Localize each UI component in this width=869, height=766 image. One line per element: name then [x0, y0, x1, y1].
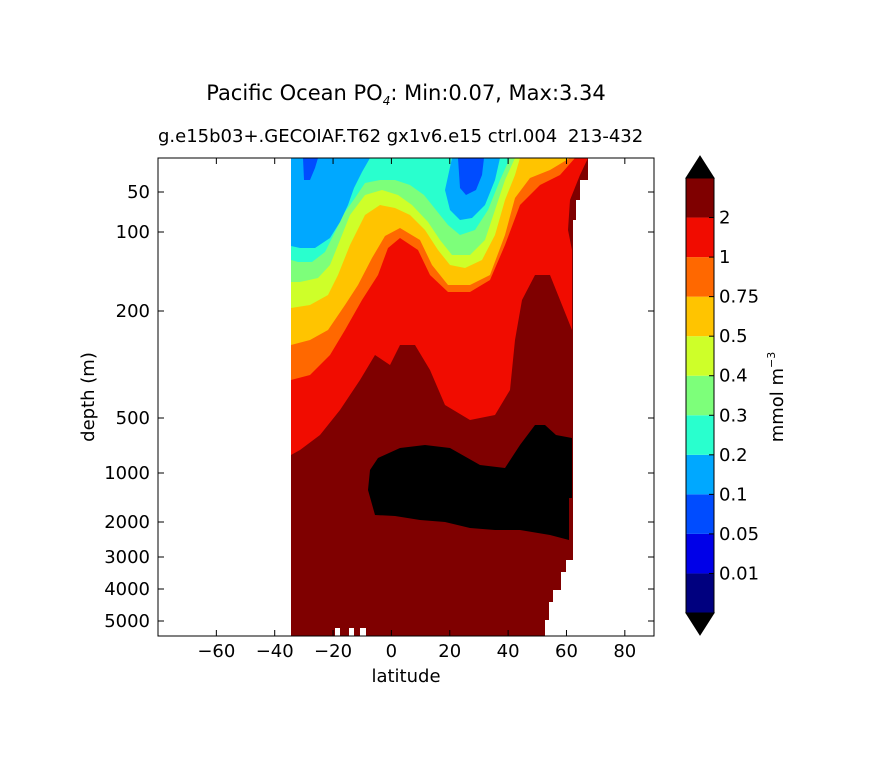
colorbar-label: mmol m−3 — [765, 352, 788, 443]
colorbar-swatch — [686, 336, 714, 376]
colorbar-swatch — [686, 178, 714, 218]
colorbar-swatch — [686, 573, 714, 613]
plot-frame — [157, 157, 655, 637]
colorbar-tick-label: 2 — [719, 208, 730, 229]
colorbar-swatch — [686, 217, 714, 258]
y-tick-label: 200 — [116, 301, 150, 322]
chart-title-rest: : Min:0.07, Max:3.34 — [390, 81, 605, 105]
colorbar-swatch — [686, 454, 714, 495]
colorbar-tick-label: 1 — [719, 247, 730, 268]
contour-fill-level-0.1-south — [291, 158, 370, 248]
seafloor-gap — [335, 628, 340, 636]
colorbar-label-sup: −3 — [765, 352, 778, 368]
x-tick-label: −20 — [314, 641, 352, 662]
y-tick-label: 100 — [116, 222, 150, 243]
colorbar-swatch — [686, 533, 714, 574]
y-axis: 50 100 200 500 1000 2000 3000 4000 5000 — [104, 182, 654, 632]
contour-fill-level-0.05-north — [458, 158, 484, 195]
y-tick-label: 50 — [127, 182, 150, 203]
colorbar-over-arrow — [685, 155, 715, 179]
plot-area: −60 −40 −20 0 20 40 60 80 50 100 200 500 1000 2000 30… — [104, 157, 655, 662]
x-tick-label: −60 — [197, 641, 235, 662]
colorbar-tick-label: 0.3 — [719, 405, 748, 426]
colorbar-tick-label: 0.01 — [719, 563, 759, 584]
x-axis: −60 −40 −20 0 20 40 60 80 — [197, 158, 636, 662]
colorbar-under-arrow — [685, 612, 715, 636]
colorbar-swatch — [686, 494, 714, 534]
x-tick-label: 60 — [555, 641, 578, 662]
colorbar-tick-label: 0.75 — [719, 287, 759, 308]
y-tick-label: 5000 — [104, 611, 150, 632]
contour-fill-level-0.05-south — [303, 158, 318, 180]
y-axis-label: depth (m) — [78, 352, 99, 442]
y-tick-label: 2000 — [104, 512, 150, 533]
x-tick-label: −40 — [256, 641, 294, 662]
x-tick-label: 80 — [613, 641, 636, 662]
y-tick-label: 4000 — [104, 579, 150, 600]
colorbar-swatch — [686, 415, 714, 455]
x-axis-label: latitude — [371, 666, 440, 687]
colorbar-swatch — [686, 296, 714, 337]
seafloor-gap — [349, 628, 354, 636]
colorbar: 0.01 0.05 0.1 0.2 0.3 0.4 0.5 0.75 1 2 — [685, 155, 759, 636]
y-tick-label: 500 — [116, 408, 150, 429]
chart-title: Pacific Ocean PO4: Min:0.07, Max:3.34 — [206, 81, 606, 108]
y-tick-label: 3000 — [104, 547, 150, 568]
colorbar-swatch — [686, 257, 714, 297]
colorbar-swatch — [686, 375, 714, 416]
colorbar-tick-label: 0.05 — [719, 524, 759, 545]
chart-subtitle-overlap: 213-432 — [568, 126, 643, 147]
colorbar-tick-label: 0.5 — [719, 326, 748, 347]
y-tick-label: 1000 — [104, 463, 150, 484]
seafloor-gap — [360, 628, 366, 636]
contour-fill-over-range — [368, 425, 572, 540]
chart-title-main: Pacific Ocean PO — [206, 81, 382, 105]
x-tick-label: 0 — [386, 641, 397, 662]
chart-title-sub: 4 — [383, 94, 391, 108]
colorbar-tick-label: 0.1 — [719, 484, 748, 505]
colorbar-tick-label: 0.4 — [719, 366, 748, 387]
colorbar-frame — [685, 177, 715, 614]
x-tick-label: 40 — [497, 641, 520, 662]
x-tick-label: 20 — [438, 641, 461, 662]
chart-subtitle: g.e15b03+.GECOIAF.T62 gx1v6.e15 ctrl.004 — [158, 126, 557, 147]
colorbar-tick-label: 0.2 — [719, 445, 748, 466]
colorbar-label-base: mmol m — [767, 368, 788, 442]
